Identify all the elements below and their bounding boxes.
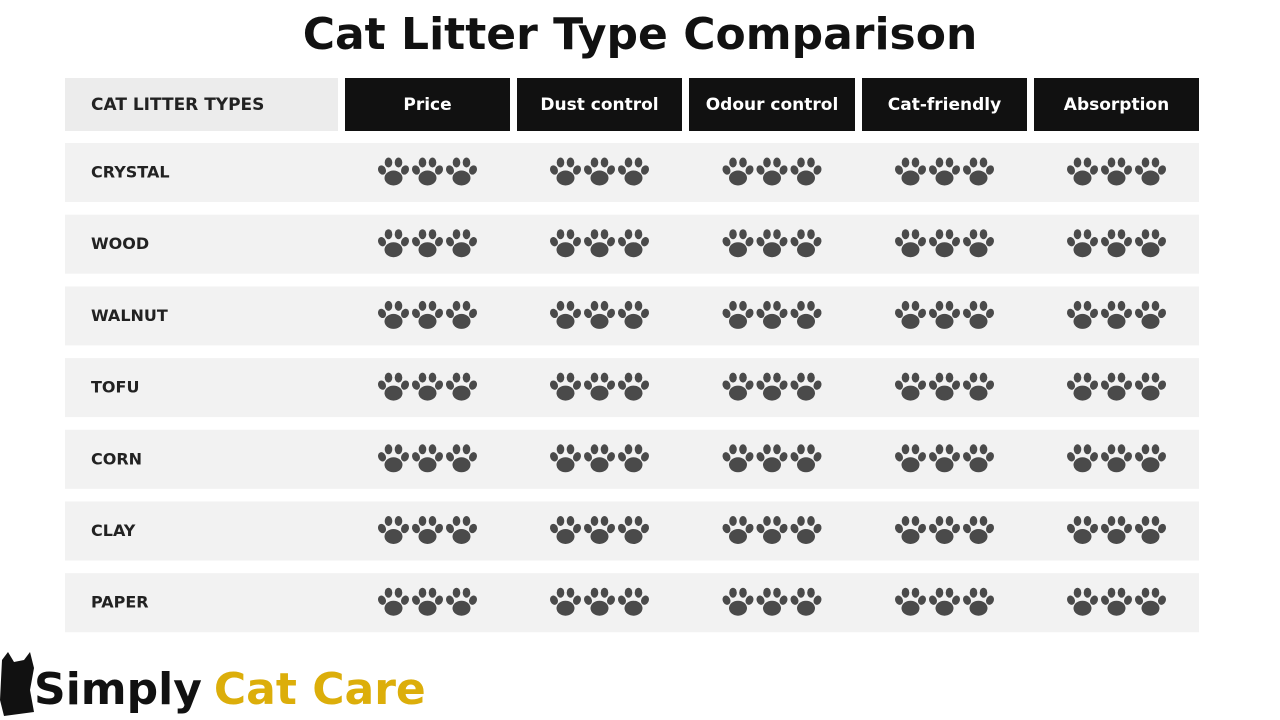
logo-accent: Cat Care [214, 664, 426, 715]
header-cell [862, 78, 1027, 131]
row-label: CRYSTAL [91, 163, 170, 182]
header-label: Dust control [540, 95, 658, 115]
row-label: TOFU [91, 378, 139, 397]
logo-brand: Simply [34, 664, 202, 715]
header-label: Price [403, 95, 451, 115]
logo-text: Simply Cat Care [34, 664, 426, 715]
row-label: WOOD [91, 234, 149, 253]
header-label: Absorption [1064, 95, 1169, 115]
header-cell [517, 78, 682, 131]
cat-icon [0, 652, 34, 716]
header-label: Cat-friendly [888, 95, 1001, 115]
header-cell [1034, 78, 1199, 131]
header-cell [689, 78, 855, 131]
row-label: CORN [91, 449, 142, 468]
row-label: WALNUT [91, 306, 168, 325]
row-label: PAPER [91, 593, 149, 612]
logo: Simply Cat Care [0, 652, 426, 716]
header-label: CAT LITTER TYPES [91, 95, 264, 115]
header-cell [345, 78, 510, 131]
title: Cat Litter Type Comparison [303, 9, 978, 60]
header-cell [65, 78, 338, 131]
row-label: CLAY [91, 521, 136, 540]
header-label: Odour control [706, 95, 839, 115]
